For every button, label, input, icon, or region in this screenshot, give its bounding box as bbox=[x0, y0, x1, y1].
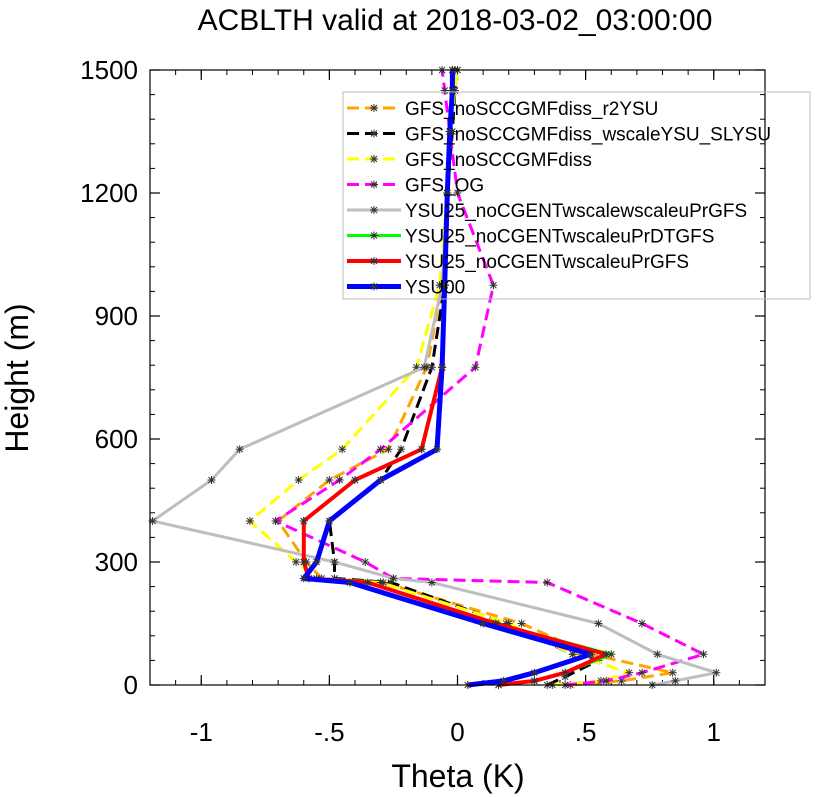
point-marker bbox=[428, 363, 436, 371]
point-marker bbox=[472, 363, 479, 371]
x-axis-label: Theta (K) bbox=[391, 758, 524, 794]
point-marker bbox=[208, 476, 215, 484]
point-marker bbox=[397, 445, 405, 453]
legend-label: YSU25_noCGENTwscalewscaleuPrGFS bbox=[405, 201, 747, 222]
point-marker bbox=[370, 206, 378, 214]
point-marker bbox=[446, 128, 454, 135]
point-marker bbox=[438, 363, 446, 371]
point-marker bbox=[543, 579, 551, 586]
y-tick-label: 1500 bbox=[80, 55, 138, 85]
legend-label: YSU25_noCGENTwscaleuPrGFS bbox=[405, 252, 689, 273]
point-marker bbox=[370, 104, 378, 112]
point-marker bbox=[370, 257, 378, 265]
point-marker bbox=[518, 620, 525, 627]
point-marker bbox=[351, 476, 359, 484]
point-marker bbox=[370, 283, 378, 290]
x-tick-label: .5 bbox=[575, 717, 597, 747]
point-marker bbox=[300, 558, 308, 566]
point-marker bbox=[638, 620, 646, 627]
point-marker bbox=[413, 363, 420, 371]
legend-label: GFS_OG bbox=[405, 176, 484, 197]
point-marker bbox=[490, 281, 497, 289]
series-layer bbox=[148, 66, 721, 689]
legend-label: YSU25_noCGENTwscaleuPrDTGFS bbox=[405, 227, 714, 248]
point-marker bbox=[669, 669, 677, 677]
point-marker bbox=[246, 517, 254, 525]
point-marker bbox=[654, 650, 661, 658]
point-marker bbox=[295, 476, 302, 484]
point-marker bbox=[390, 575, 397, 582]
point-marker bbox=[377, 476, 384, 484]
y-tick-label: 0 bbox=[124, 670, 138, 700]
point-marker bbox=[313, 558, 320, 566]
x-tick-label: 1 bbox=[707, 717, 721, 747]
point-marker bbox=[618, 677, 625, 685]
point-marker bbox=[236, 445, 244, 453]
point-marker bbox=[370, 130, 378, 137]
point-marker bbox=[595, 620, 602, 627]
point-marker bbox=[700, 650, 707, 658]
plot-frame bbox=[149, 69, 766, 686]
y-tick-label: 1200 bbox=[80, 178, 138, 208]
legend-label: GFS_noSCCGMFdiss_r2YSU bbox=[405, 99, 658, 120]
y-tick-label: 600 bbox=[95, 424, 138, 454]
point-marker bbox=[336, 476, 343, 484]
point-marker bbox=[712, 669, 720, 677]
y-tick-label: 900 bbox=[95, 301, 138, 331]
ticks-layer: -1 -.5 0 .5 1 0 300 600 900 1200 1500 bbox=[80, 55, 766, 747]
point-marker bbox=[428, 579, 436, 586]
point-marker bbox=[587, 650, 595, 658]
point-marker bbox=[500, 677, 507, 685]
point-marker bbox=[433, 445, 441, 453]
point-marker bbox=[338, 445, 346, 453]
point-marker bbox=[607, 650, 615, 658]
point-marker bbox=[441, 281, 449, 289]
point-marker bbox=[331, 558, 338, 566]
point-marker bbox=[479, 620, 487, 627]
point-marker bbox=[671, 677, 679, 685]
point-marker bbox=[377, 445, 384, 453]
legend: GFS_noSCCGMFdiss_r2YSU GFS_noSCCGMFdiss_w… bbox=[342, 91, 811, 300]
point-marker bbox=[300, 517, 308, 525]
point-marker bbox=[531, 669, 538, 677]
point-marker bbox=[361, 558, 369, 566]
point-marker bbox=[443, 189, 451, 197]
legend-label: YSU00 bbox=[405, 278, 465, 299]
point-marker bbox=[272, 517, 279, 525]
point-marker bbox=[454, 189, 461, 197]
point-marker bbox=[638, 669, 646, 677]
point-marker bbox=[370, 181, 378, 188]
point-marker bbox=[420, 363, 428, 371]
y-tick-label: 300 bbox=[95, 547, 138, 577]
point-marker bbox=[364, 579, 372, 586]
point-marker bbox=[602, 677, 610, 685]
point-marker bbox=[326, 517, 333, 525]
point-marker bbox=[531, 677, 538, 685]
point-marker bbox=[602, 650, 610, 658]
series-8 bbox=[299, 66, 595, 689]
legend-label: GFS_noSCCGMFdiss_wscaleYSU_SLYSU bbox=[405, 125, 771, 146]
legend-label: GFS_noSCCGMFdiss bbox=[405, 150, 592, 171]
point-marker bbox=[370, 232, 378, 239]
point-marker bbox=[326, 476, 333, 484]
legend-box bbox=[342, 91, 811, 300]
x-tick-label: -.5 bbox=[314, 717, 344, 747]
point-marker bbox=[346, 579, 354, 586]
point-marker bbox=[370, 155, 378, 163]
y-axis-label: Height (m) bbox=[0, 303, 35, 452]
point-marker bbox=[292, 558, 300, 566]
x-tick-label: 0 bbox=[450, 717, 464, 747]
chart-title: ACBLTH valid at 2018-03-02_03:00:00 bbox=[198, 4, 713, 37]
x-tick-label: -1 bbox=[190, 717, 213, 747]
point-marker bbox=[418, 445, 425, 453]
point-marker bbox=[561, 669, 569, 677]
point-marker bbox=[384, 445, 392, 453]
point-marker bbox=[300, 575, 308, 582]
